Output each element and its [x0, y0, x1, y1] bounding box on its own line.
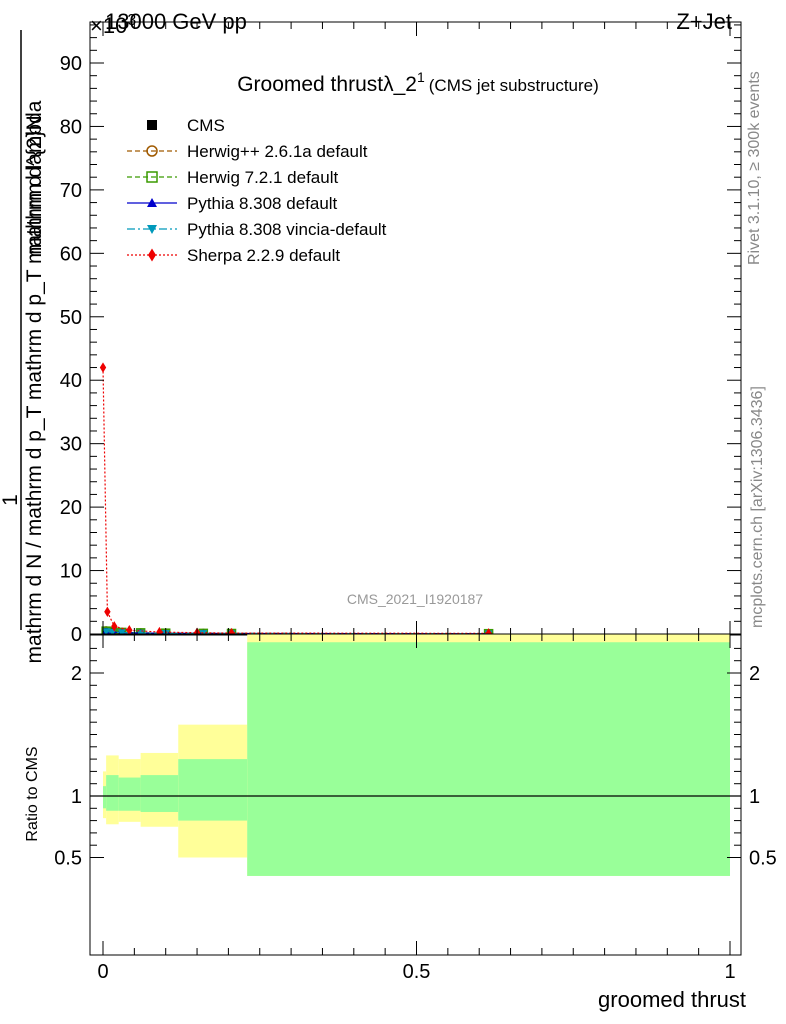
ratio-y-tick-label: 2 — [71, 663, 82, 685]
stat-uncertainty-band — [106, 775, 119, 811]
y-tick-label: 90 — [60, 53, 82, 75]
ratio-y-label: Ratio to CMS — [24, 746, 41, 841]
main-plot-ticks: 0 10 20 30 40 50 60 70 80 90 — [60, 22, 741, 646]
main-plot-frame — [89, 21, 742, 636]
data-point — [102, 628, 111, 635]
data-point — [228, 627, 235, 635]
legend-marker — [146, 171, 158, 183]
legend-label: Sherpa 2.2.9 default — [187, 246, 340, 265]
legend-marker — [147, 198, 157, 207]
main-plot-panel: 0 10 20 30 40 50 60 70 80 90 Groomed thrustλ_21 (C… — [60, 21, 742, 646]
x-tick-label: 1 — [724, 961, 735, 983]
legend-label: Pythia 8.308 vincia-default — [187, 220, 387, 239]
stat-uncertainty-band — [103, 786, 107, 809]
data-point — [99, 362, 107, 373]
data-point — [126, 624, 133, 635]
ratio-y-tick-label: 0.5 — [54, 848, 82, 870]
data-point — [111, 621, 118, 632]
analysis-watermark: CMS_2021_I1920187 — [347, 591, 483, 607]
legend-entry: Herwig 7.2.1 default — [127, 168, 338, 187]
title-symbol: λ_2 — [383, 73, 417, 96]
legend-marker — [146, 145, 158, 157]
y-axis-numerator: 1 — [0, 494, 22, 506]
legend-entry: Pythia 8.308 default — [127, 194, 338, 213]
ratio-y-tick-label-right: 2 — [749, 663, 760, 685]
data-point — [104, 606, 111, 617]
title-main: Groomed thrust — [237, 73, 383, 96]
legend-entry: CMS — [147, 116, 225, 135]
ratio-y-tick-label-right: 1 — [749, 786, 760, 808]
legend-label: Herwig 7.2.1 default — [187, 168, 338, 187]
data-point — [485, 628, 492, 635]
ratio-y-tick-label: 1 — [71, 786, 82, 808]
mcplots-label: mcplots.cern.ch [arXiv:1306.3436] — [749, 386, 766, 628]
ratio-ticks: 0.5 0.5 1 1 2 2 0 0.5 1 — [54, 634, 777, 983]
data-point — [156, 626, 163, 635]
series-line — [102, 367, 489, 634]
y-axis-top-line: mathrm d^{2}N — [23, 115, 46, 254]
y-tick-label: 50 — [60, 307, 82, 329]
y-tick-label: 70 — [60, 180, 82, 202]
y-tick-label: 80 — [60, 116, 82, 138]
legend-label: Herwig++ 2.6.1a default — [187, 142, 368, 161]
plot-title: Groomed thrustλ_21 (CMS jet substructure) — [237, 69, 599, 96]
legend-label: Pythia 8.308 default — [187, 194, 338, 213]
data-point — [199, 630, 208, 635]
ratio-y-tick-label-right: 0.5 — [749, 848, 777, 870]
legend-entry: Pythia 8.308 vincia-default — [127, 220, 387, 239]
legend-marker — [148, 248, 156, 262]
y-tick-label: 0 — [71, 624, 82, 646]
ratio-frame — [89, 633, 742, 956]
x-tick-label: 0.5 — [403, 961, 431, 983]
title-subtitle: (CMS jet substructure) — [429, 76, 599, 95]
ratio-bands — [90, 634, 741, 876]
legend-label: CMS — [187, 116, 225, 135]
x-axis-label: groomed thrust — [598, 987, 746, 1012]
legend-entry: Herwig++ 2.6.1a default — [127, 142, 368, 161]
y-tick-label: 60 — [60, 243, 82, 265]
title-sup: 1 — [417, 69, 425, 85]
y-tick-label: 30 — [60, 434, 82, 456]
data-point — [117, 629, 126, 635]
y-axis-label: 1 mathrm d N / mathrm d p_T mathrm d p_T… — [0, 30, 46, 663]
exponent-power: 3 — [127, 12, 136, 29]
y-tick-label: 10 — [60, 561, 82, 583]
y-tick-label: 20 — [60, 497, 82, 519]
stat-uncertainty-band — [178, 759, 248, 821]
legend: CMS Herwig++ 2.6.1a default Herwig 7.2.1 d… — [127, 116, 387, 265]
legend-marker — [147, 225, 157, 234]
y-axis-denominator: mathrm d N / mathrm d p_T mathrm d p_T m… — [23, 100, 46, 663]
stat-uncertainty-band — [140, 775, 179, 812]
stat-uncertainty-band — [118, 777, 141, 811]
exponent-label: ×103 — [90, 12, 136, 38]
rivet-label: Rivet 3.1.10, ≥ 300k events — [746, 71, 763, 265]
legend-marker — [147, 120, 157, 130]
stat-uncertainty-band — [247, 642, 730, 876]
main-plot-data — [99, 362, 494, 635]
x-tick-label: 0 — [97, 961, 108, 983]
ratio-panel: 0.5 0.5 1 1 2 2 0 0.5 1 Ratio to CMS groomed thr… — [24, 633, 777, 1012]
y-tick-label: 40 — [60, 370, 82, 392]
legend-entry: Sherpa 2.2.9 default — [127, 246, 340, 265]
